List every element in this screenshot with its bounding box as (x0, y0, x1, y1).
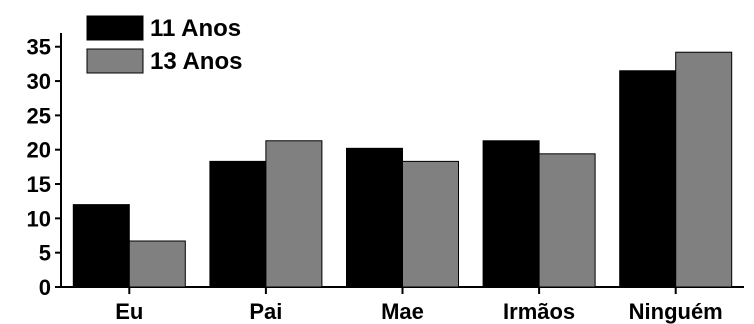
y-tick-label: 5 (39, 241, 51, 266)
legend: 11 Anos 13 Anos (86, 15, 242, 75)
legend-swatch-13-anos (86, 48, 144, 74)
x-tick-label-eu: Eu (115, 299, 143, 324)
bar-11-anos-irmaos (482, 140, 540, 288)
bar-13-anos-ninguem (675, 51, 733, 288)
bar-11-anos-mae (346, 147, 403, 288)
y-tick-label: 10 (27, 206, 51, 231)
y-tick-label: 30 (27, 69, 51, 94)
legend-label-11-anos: 11 Anos (150, 15, 241, 42)
y-tick-label: 25 (27, 103, 51, 128)
bar-11-anos-ninguem (619, 70, 677, 288)
x-tick-label-pai: Pai (249, 299, 282, 324)
y-ticks: 0 5 10 15 20 25 30 35 (27, 35, 61, 300)
bars (72, 51, 733, 288)
bar-11-anos-pai (209, 160, 267, 288)
bar-13-anos-mae (402, 160, 459, 288)
x-ticks: Eu Pai Mae Irmãos Ninguém (115, 287, 723, 324)
y-tick-label: 15 (27, 172, 51, 197)
x-tick-label-mae: Mae (381, 299, 424, 324)
legend-label-13-anos: 13 Anos (150, 48, 242, 75)
bar-11-anos-eu (72, 204, 130, 288)
bar-13-anos-pai (265, 140, 323, 288)
y-tick-label: 35 (27, 35, 51, 60)
y-tick-label: 20 (27, 138, 51, 163)
x-tick-label-irmaos: Irmãos (503, 299, 575, 324)
legend-swatch-11-anos (86, 15, 144, 41)
x-tick-label-ninguem: Ninguém (629, 299, 723, 324)
bar-13-anos-irmaos (538, 153, 596, 288)
bar-13-anos-eu (128, 240, 186, 288)
y-tick-label: 0 (39, 275, 51, 300)
